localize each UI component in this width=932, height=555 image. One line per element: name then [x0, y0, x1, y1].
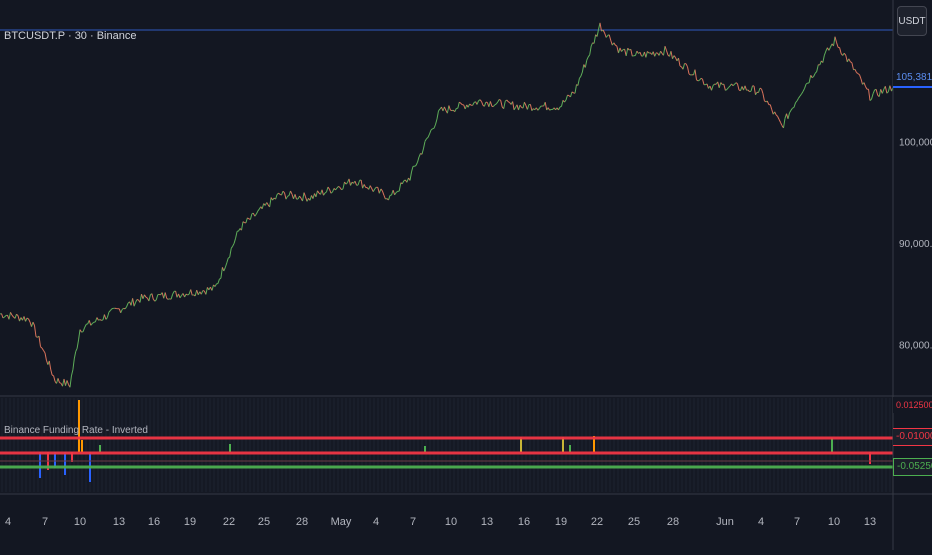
price-segment — [60, 383, 62, 384]
price-segment — [188, 294, 190, 295]
price-tick-label: 90,000.0 — [899, 239, 932, 250]
time-tick-label: Jun — [716, 516, 734, 528]
price-segment — [168, 299, 170, 300]
time-tick-label: 22 — [591, 516, 603, 528]
time-tick-label: 7 — [410, 516, 416, 528]
price-segment — [137, 300, 139, 301]
price-tick-label: 80,000.0 — [899, 340, 932, 351]
time-tick-label: 13 — [481, 516, 493, 528]
time-axis[interactable]: 4 7 10 13 16 19 22 25 28 May 4 7 10 13 16 19 22 25 28 Jun 4 7… — [5, 516, 876, 528]
time-tick-label: 28 — [667, 516, 679, 528]
time-tick-label: 10 — [74, 516, 86, 528]
time-tick-label: 13 — [864, 516, 876, 528]
time-tick-label: 4 — [5, 516, 11, 528]
price-segment — [698, 80, 700, 81]
time-tick-label: 28 — [296, 516, 308, 528]
price-segment — [288, 196, 290, 197]
price-segment — [433, 128, 435, 129]
time-tick-label: 16 — [518, 516, 530, 528]
price-segment — [415, 166, 417, 167]
price-segment — [86, 324, 88, 325]
time-tick-label: 19 — [555, 516, 567, 528]
current-price-label: 105,381.3 — [893, 70, 932, 88]
time-tick-label: 7 — [794, 516, 800, 528]
time-tick-label: 25 — [628, 516, 640, 528]
price-segment — [52, 375, 54, 376]
time-tick-label: 25 — [258, 516, 270, 528]
price-tick-label: 100,000.0 — [899, 138, 932, 149]
currency-button[interactable]: USDT — [897, 6, 927, 36]
time-tick-label: 4 — [758, 516, 764, 528]
time-tick-label: May — [331, 516, 352, 528]
price-segment — [100, 320, 102, 321]
price-segment — [701, 78, 703, 79]
time-tick-label: 22 — [223, 516, 235, 528]
price-segment — [560, 106, 562, 107]
indicator-label-red: -0.010000 — [893, 428, 932, 446]
price-axis[interactable]: 100,000.0 90,000.0 80,000.0 — [899, 138, 932, 352]
time-tick-label: 10 — [828, 516, 840, 528]
indicator-label-upper: 0.012500 — [893, 397, 932, 413]
time-tick-label: 13 — [113, 516, 125, 528]
price-segment — [450, 110, 452, 111]
price-segment — [102, 320, 104, 321]
symbol-title[interactable]: BTCUSDT.P · 30 · Binance — [4, 30, 136, 42]
indicator-label-green: -0.052500 — [893, 458, 932, 476]
price-segment — [793, 107, 795, 108]
time-tick-label: 10 — [445, 516, 457, 528]
time-tick-label: 7 — [42, 516, 48, 528]
time-tick-label: 4 — [373, 516, 379, 528]
price-segment — [99, 320, 101, 321]
time-tick-label: 16 — [148, 516, 160, 528]
indicator-title[interactable]: Binance Funding Rate - Inverted — [4, 425, 148, 436]
price-segment — [550, 110, 552, 111]
time-tick-label: 19 — [184, 516, 196, 528]
price-segment — [568, 95, 570, 96]
main-pane[interactable] — [0, 0, 893, 395]
